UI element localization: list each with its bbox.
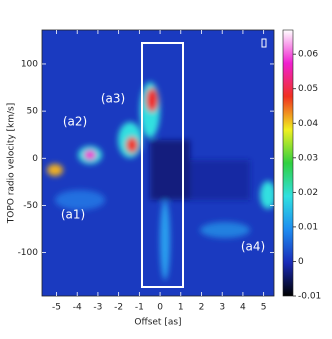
y-tick-label: -100 (18, 248, 39, 258)
colorbar-tick-label: 0 (298, 257, 304, 267)
colorbar (282, 29, 294, 297)
beam-marker (261, 38, 267, 48)
x-tick-label: 5 (261, 303, 267, 313)
annotation: (a1) (61, 208, 85, 222)
x-tick-label: -4 (73, 303, 82, 313)
x-tick-label: 3 (219, 303, 225, 313)
colorbar-tick-label: 0.01 (298, 222, 318, 232)
x-tick-label: -5 (52, 303, 61, 313)
x-tick-label: 0 (157, 303, 163, 313)
plot-frame (41, 29, 275, 297)
x-tick-label: -1 (135, 303, 144, 313)
x-tick-label: -3 (93, 303, 102, 313)
x-axis-label: Offset [as] (134, 318, 181, 328)
colorbar-tick-label: 0.02 (298, 188, 318, 198)
colorbar-tick-label: 0.06 (298, 50, 318, 60)
colorbar-tick-label: 0.04 (298, 119, 318, 129)
annotation: (a2) (63, 115, 87, 129)
x-tick-label: 2 (199, 303, 205, 313)
y-axis-label: TOPO radio velocity [km/s] (7, 103, 17, 225)
y-tick-label: 100 (21, 59, 38, 69)
heatmap (42, 30, 274, 296)
annotation: (a4) (241, 240, 265, 254)
y-tick-label: -50 (23, 201, 38, 211)
x-tick-label: 1 (178, 303, 184, 313)
y-tick-label: 50 (27, 107, 39, 117)
y-tick-label: 0 (32, 154, 38, 164)
colorbar-tick-label: -0.01 (298, 292, 321, 302)
colorbar-tick-label: 0.03 (298, 153, 318, 163)
highlight-box (141, 42, 184, 288)
x-tick-label: -2 (114, 303, 123, 313)
colorbar-tick-label: 0.05 (298, 84, 318, 94)
annotation: (a3) (101, 92, 125, 106)
x-tick-label: 4 (240, 303, 246, 313)
